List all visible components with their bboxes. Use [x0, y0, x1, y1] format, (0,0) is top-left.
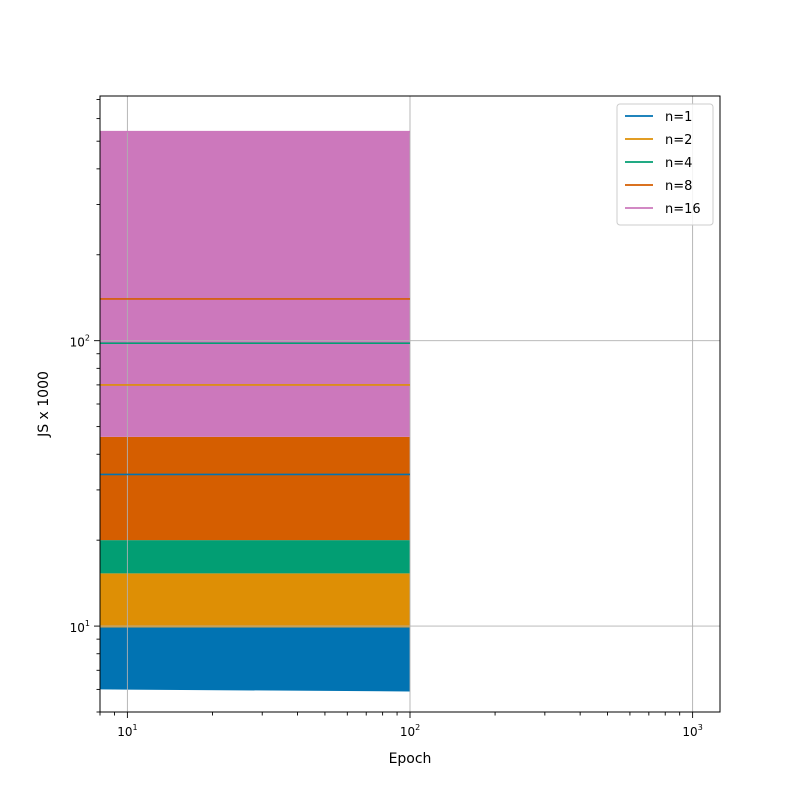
x-axis-label: Epoch — [389, 751, 432, 767]
x-tick-label: 101 — [117, 723, 137, 739]
tick-layer: 101 102 103 101 102 — [70, 99, 703, 739]
legend-label: n=8 — [665, 179, 692, 194]
line-layer — [100, 130, 410, 476]
band-n=16 — [100, 131, 410, 437]
legend-item: n=16 — [625, 202, 701, 217]
legend-box — [616, 103, 714, 226]
legend-label: n=16 — [665, 202, 701, 217]
legend-item: n=8 — [625, 179, 692, 194]
x-tick-label: 103 — [682, 723, 702, 739]
legend-item: n=4 — [625, 156, 692, 171]
band-n=1 — [100, 627, 410, 692]
band-n=2 — [100, 573, 410, 628]
legend-item: n=1 — [625, 110, 692, 125]
y-axis-label: JS x 1000 — [36, 371, 52, 438]
legend: n=1 n=2 n=4 n=8 n=16 — [616, 103, 714, 226]
legend-label: n=1 — [665, 110, 692, 125]
x-tick-label: 102 — [400, 723, 420, 739]
band-n=4 — [100, 540, 410, 574]
band-layer — [100, 131, 410, 692]
legend-label: n=4 — [665, 156, 692, 171]
y-tick-label: 101 — [70, 619, 90, 635]
legend-item: n=2 — [625, 133, 692, 148]
y-tick-label: 102 — [70, 334, 90, 350]
legend-label: n=2 — [665, 133, 692, 148]
band-n=8 — [100, 436, 410, 541]
